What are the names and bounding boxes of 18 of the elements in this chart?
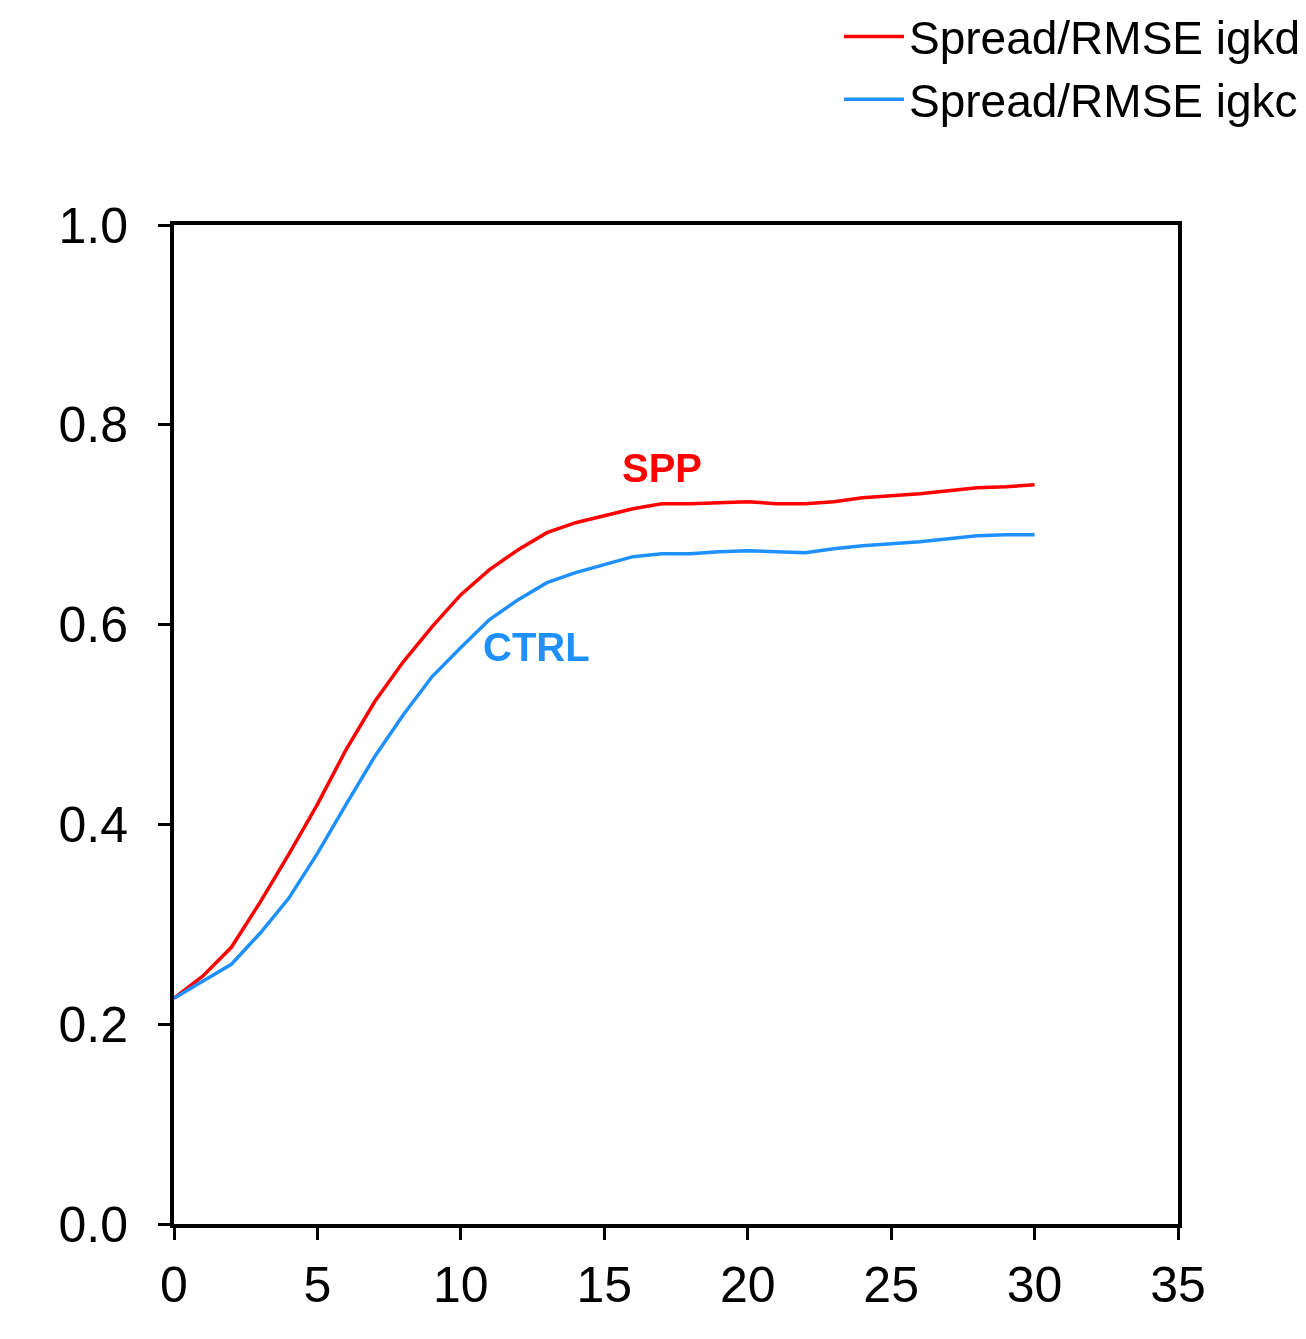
x-tick-label: 10 — [433, 1257, 489, 1313]
y-tick-label: 1.0 — [58, 197, 128, 254]
x-tick-label: 30 — [1006, 1257, 1063, 1313]
legend-label: Spread/RMSE igkc — [909, 75, 1298, 128]
x-tick-label: 35 — [1150, 1257, 1206, 1313]
annotation: CTRL — [483, 625, 590, 669]
y-tick-label: 0.0 — [58, 1196, 128, 1253]
legend-label: Spread/RMSE igkd — [909, 12, 1301, 65]
y-tick-label: 0.2 — [58, 996, 128, 1053]
x-tick-label: 20 — [719, 1257, 776, 1313]
x-tick-label: 15 — [576, 1257, 633, 1313]
y-tick-label: 0.4 — [58, 796, 128, 853]
x-tick-label: 0 — [160, 1257, 188, 1313]
y-tick-label: 0.8 — [58, 397, 128, 454]
y-tick-label: 0.6 — [58, 597, 128, 654]
annotation: SPP — [622, 446, 703, 490]
x-tick-label: 25 — [863, 1257, 919, 1313]
x-tick-label: 5 — [303, 1257, 332, 1313]
